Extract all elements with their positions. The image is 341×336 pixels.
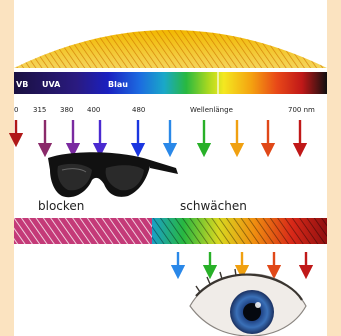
- wavelength-label: Wellenlänge: [190, 106, 233, 114]
- tick-label-0: 0: [14, 106, 18, 114]
- incoming-arrows: [8, 120, 308, 158]
- band-label-uva: UVA: [42, 80, 61, 89]
- wavelength-scale: 0 315 380 400 480 Wellenlänge 700 nm: [14, 106, 315, 114]
- tick-label-480: 480: [132, 106, 145, 114]
- band-label-vb: VB: [16, 80, 28, 89]
- tick-label-315: 315: [33, 106, 46, 114]
- filter-bar: [14, 218, 327, 244]
- sun-dome: [14, 30, 327, 68]
- spectrum-bar: VB UVA Blau: [14, 72, 327, 94]
- tick-label-380: 380: [60, 106, 73, 114]
- eye-icon: [189, 268, 307, 336]
- transmitted-arrows: [170, 252, 314, 280]
- wavelength-end-value: 700 nm: [288, 106, 315, 114]
- band-label-blau: Blau: [108, 80, 128, 89]
- label-block: blocken: [38, 199, 84, 213]
- tick-label-400: 400: [87, 106, 100, 114]
- sunglasses-icon: [48, 152, 178, 198]
- label-attenuate: schwächen: [180, 199, 247, 213]
